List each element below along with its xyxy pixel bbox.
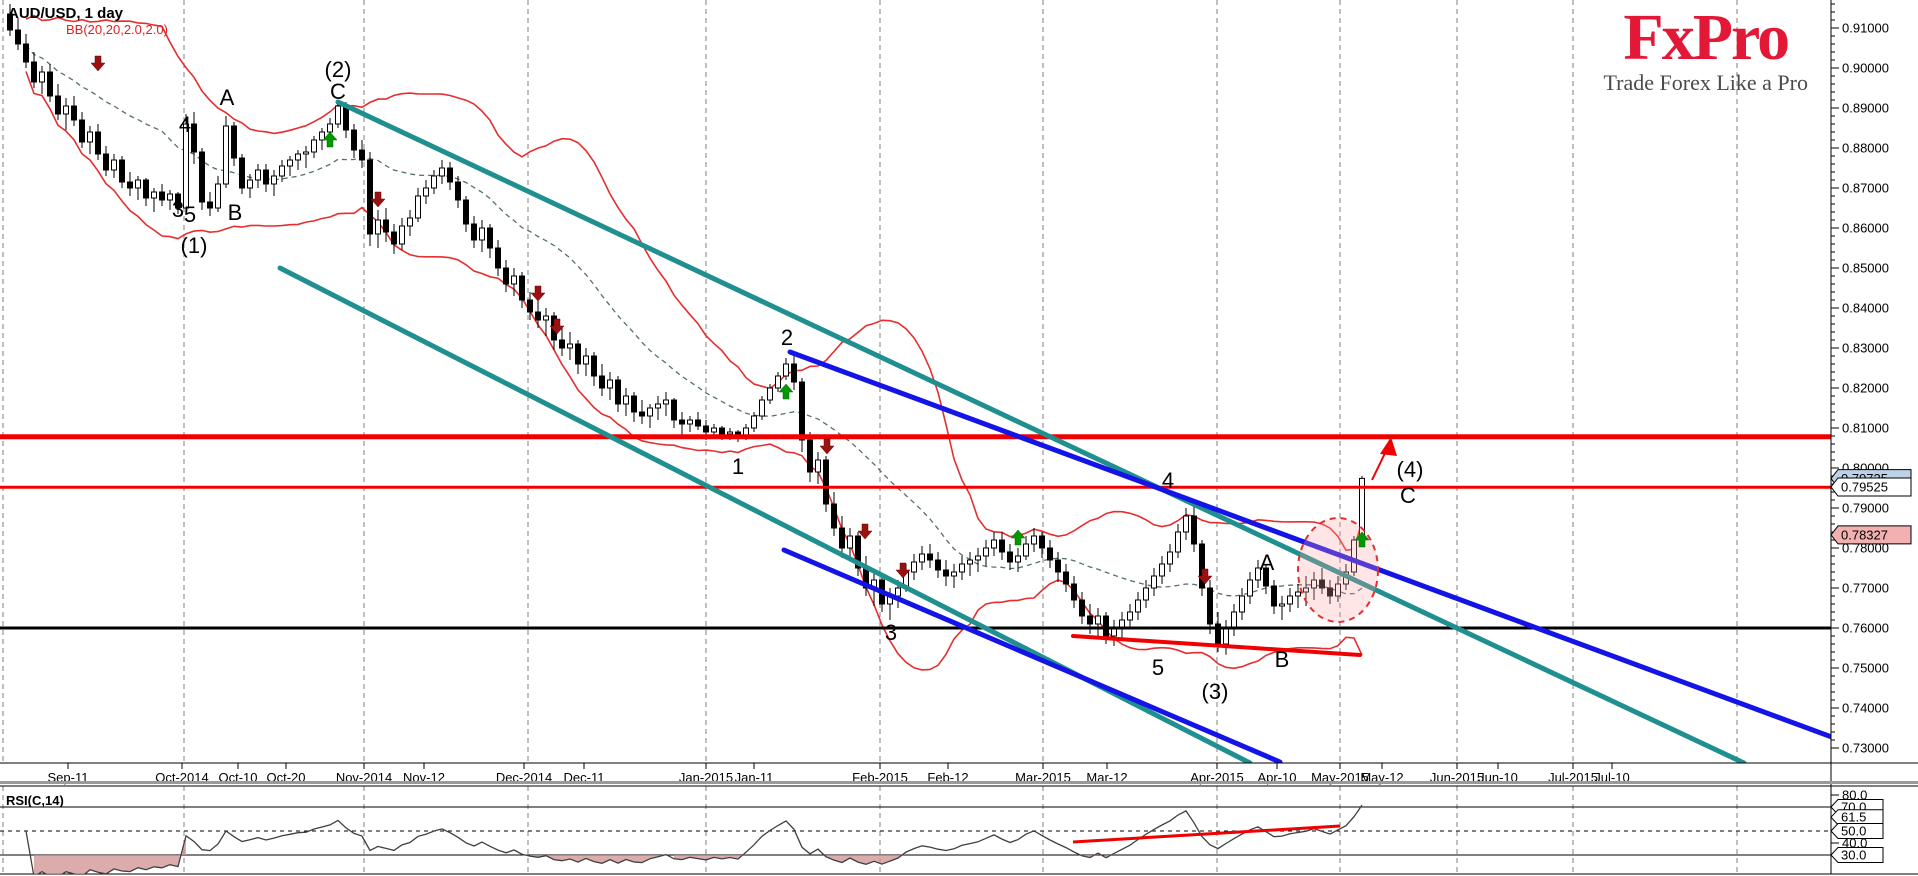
rsi-axis: 80.040.070.061.550.030.0 xyxy=(1830,788,1884,863)
price-axis-label: 0.91000 xyxy=(1842,21,1889,36)
price-axis-label: 0.79000 xyxy=(1842,501,1889,516)
wave-label-A: A xyxy=(1260,550,1275,575)
red-support-line xyxy=(1071,634,1362,657)
wave-label-3: 3 xyxy=(885,620,897,645)
price-axis-label: 0.90000 xyxy=(1842,61,1889,76)
price-axis-label: 0.81000 xyxy=(1842,421,1889,436)
sell-signal-arrow-icon xyxy=(549,318,565,335)
bollinger-bands-layer xyxy=(25,14,1363,671)
wave-label-2: 2 xyxy=(781,325,793,350)
wave-label-B: B xyxy=(228,200,243,225)
wave-label-C: C xyxy=(330,79,346,104)
buy-signal-arrow-icon xyxy=(1354,531,1370,548)
price-axis-label: 0.77000 xyxy=(1842,581,1889,596)
wave-label-3: 3 xyxy=(172,197,184,222)
price-axis-label: 0.83000 xyxy=(1842,341,1889,356)
wave-label-C: C xyxy=(1400,483,1416,508)
price-axis-label: 0.88000 xyxy=(1842,141,1889,156)
fxpro-logo-text: FxPro xyxy=(1623,1,1790,74)
sell-signal-arrow-icon xyxy=(530,285,546,302)
rsi-level-tag-text: 61.5 xyxy=(1841,810,1866,825)
forecast-arrow-head xyxy=(1380,437,1397,456)
sell-signal-arrow-icon xyxy=(819,438,835,455)
bid-price-tag-text: 0.78327 xyxy=(1841,527,1888,542)
horizontal-levels-layer xyxy=(0,434,1831,630)
wave-label-4: 4 xyxy=(1162,468,1174,493)
rsi-oversold-fill xyxy=(674,852,746,860)
sell-signal-arrow-icon xyxy=(1197,568,1213,585)
price-axis-label: 0.86000 xyxy=(1842,221,1889,236)
rsi-curve xyxy=(25,804,1363,874)
rsi-oversold-fill xyxy=(826,852,906,865)
rsi-scale-label: 40.0 xyxy=(1842,836,1867,851)
rsi-level-tag-text: 50.0 xyxy=(1841,824,1866,839)
sell-signal-arrow-icon xyxy=(370,191,386,208)
sell-signal-arrow-icon xyxy=(90,55,106,72)
wave-label-B: B xyxy=(1275,647,1290,672)
buy-signal-arrow-icon xyxy=(778,383,794,400)
rsi-indicator-label: RSI(C,14) xyxy=(6,793,64,808)
blue-channel-lower xyxy=(781,547,1283,763)
wave-label-4: 4 xyxy=(179,112,191,137)
teal-channel-upper xyxy=(335,99,1747,763)
bollinger-indicator-label: BB(20,20,2.0,2.0) xyxy=(66,22,168,37)
fxpro-logo-tagline: Trade Forex Like a Pro xyxy=(1603,70,1809,95)
rsi-layer xyxy=(0,804,1831,874)
sell-signal-arrow-icon xyxy=(895,562,911,579)
price-axis-label: 0.76000 xyxy=(1842,621,1889,636)
wave-label-5: 5 xyxy=(184,202,196,227)
rsi-level-tag-text: 30.0 xyxy=(1841,848,1866,863)
wave-label-p1p: (1) xyxy=(181,233,208,258)
wave-label-A: A xyxy=(220,85,235,110)
level-price-tag-text: 0.79525 xyxy=(1841,480,1888,495)
price-axis-label: 0.87000 xyxy=(1842,181,1889,196)
price-axis-label: 0.75000 xyxy=(1842,661,1889,676)
rsi-scale-label: 80.0 xyxy=(1842,788,1867,803)
buy-signal-arrow-icon xyxy=(1010,529,1026,546)
price-axis-label: 0.73000 xyxy=(1842,741,1889,756)
wave-label-p3p: (3) xyxy=(1202,679,1229,704)
fxpro-logo: FxPro Trade Forex Like a Pro xyxy=(1603,1,1809,96)
wave-label-p2p: (2) xyxy=(325,57,352,82)
price-axis-label: 0.84000 xyxy=(1842,301,1889,316)
price-axis: 0.730000.740000.750000.760000.770000.780… xyxy=(1831,3,1889,756)
price-axis-label: 0.74000 xyxy=(1842,701,1889,716)
wave-label-1: 1 xyxy=(732,454,744,479)
wave-label-p4p: (4) xyxy=(1397,457,1424,482)
sell-signal-arrow-icon xyxy=(857,523,873,540)
annotations-layer xyxy=(90,55,1397,623)
price-axis-label: 0.89000 xyxy=(1842,101,1889,116)
price-axis-label: 0.85000 xyxy=(1842,261,1889,276)
rsi-oversold-fill xyxy=(34,835,186,874)
buy-signal-arrow-icon xyxy=(322,131,338,148)
price-axis-label: 0.82000 xyxy=(1842,381,1889,396)
blue-channel-upper xyxy=(787,349,1831,740)
reversal-zone-ellipse xyxy=(1297,517,1379,623)
symbol-timeframe-title: AUD/USD, 1 day xyxy=(8,5,124,22)
trend-lines-layer xyxy=(277,99,1831,763)
rsi-trendline xyxy=(1072,824,1341,844)
wave-label-5: 5 xyxy=(1152,655,1164,680)
